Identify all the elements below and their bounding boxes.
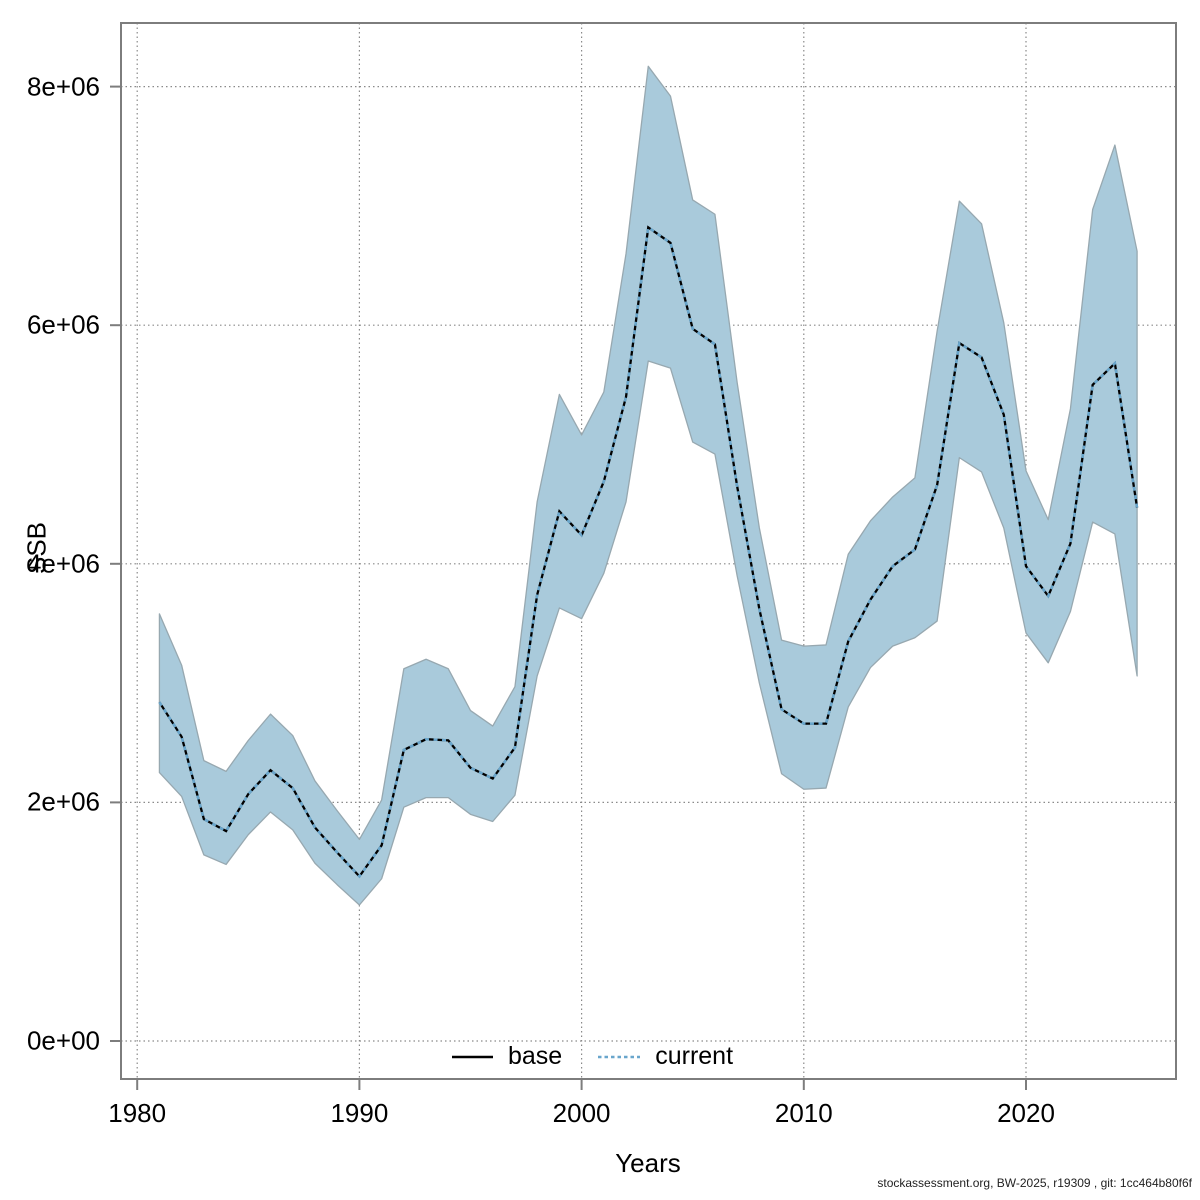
x-tick-label-2010: 2010 (774, 1098, 833, 1128)
legend-label-current: current (655, 1042, 734, 1070)
y-tick-label-8e+06: 8e+06 (26, 71, 100, 102)
y-tick-label-6e+06: 6e+06 (26, 309, 100, 340)
current-line-sample-icon (598, 1055, 641, 1058)
y-tick-label-4e+06: 4e+06 (26, 548, 100, 579)
y-tick-label-0e+00: 0e+00 (26, 1025, 100, 1056)
base-line-sample-icon (452, 1055, 493, 1058)
legend-item-base: base (452, 1042, 562, 1071)
x-tick-label-2020: 2020 (997, 1098, 1055, 1128)
x-axis-title: Years (615, 1148, 681, 1178)
legend-label-base: base (508, 1042, 563, 1070)
plot-frame (120, 22, 1177, 1080)
x-tick-label-1980: 1980 (108, 1098, 167, 1128)
x-tick-label-1990: 1990 (330, 1098, 389, 1128)
legend-item-current: current (598, 1042, 733, 1071)
y-axis-title: SSB (21, 521, 52, 575)
footer-citation: stockassessment.org, BW-2025, r19309 , g… (877, 1176, 1192, 1190)
current-line (158, 225, 1139, 879)
legend: base current (452, 1042, 733, 1071)
x-tick-label-2000: 2000 (552, 1098, 611, 1128)
y-tick-label-2e+06: 2e+06 (26, 786, 100, 817)
confidence-band (158, 65, 1138, 906)
